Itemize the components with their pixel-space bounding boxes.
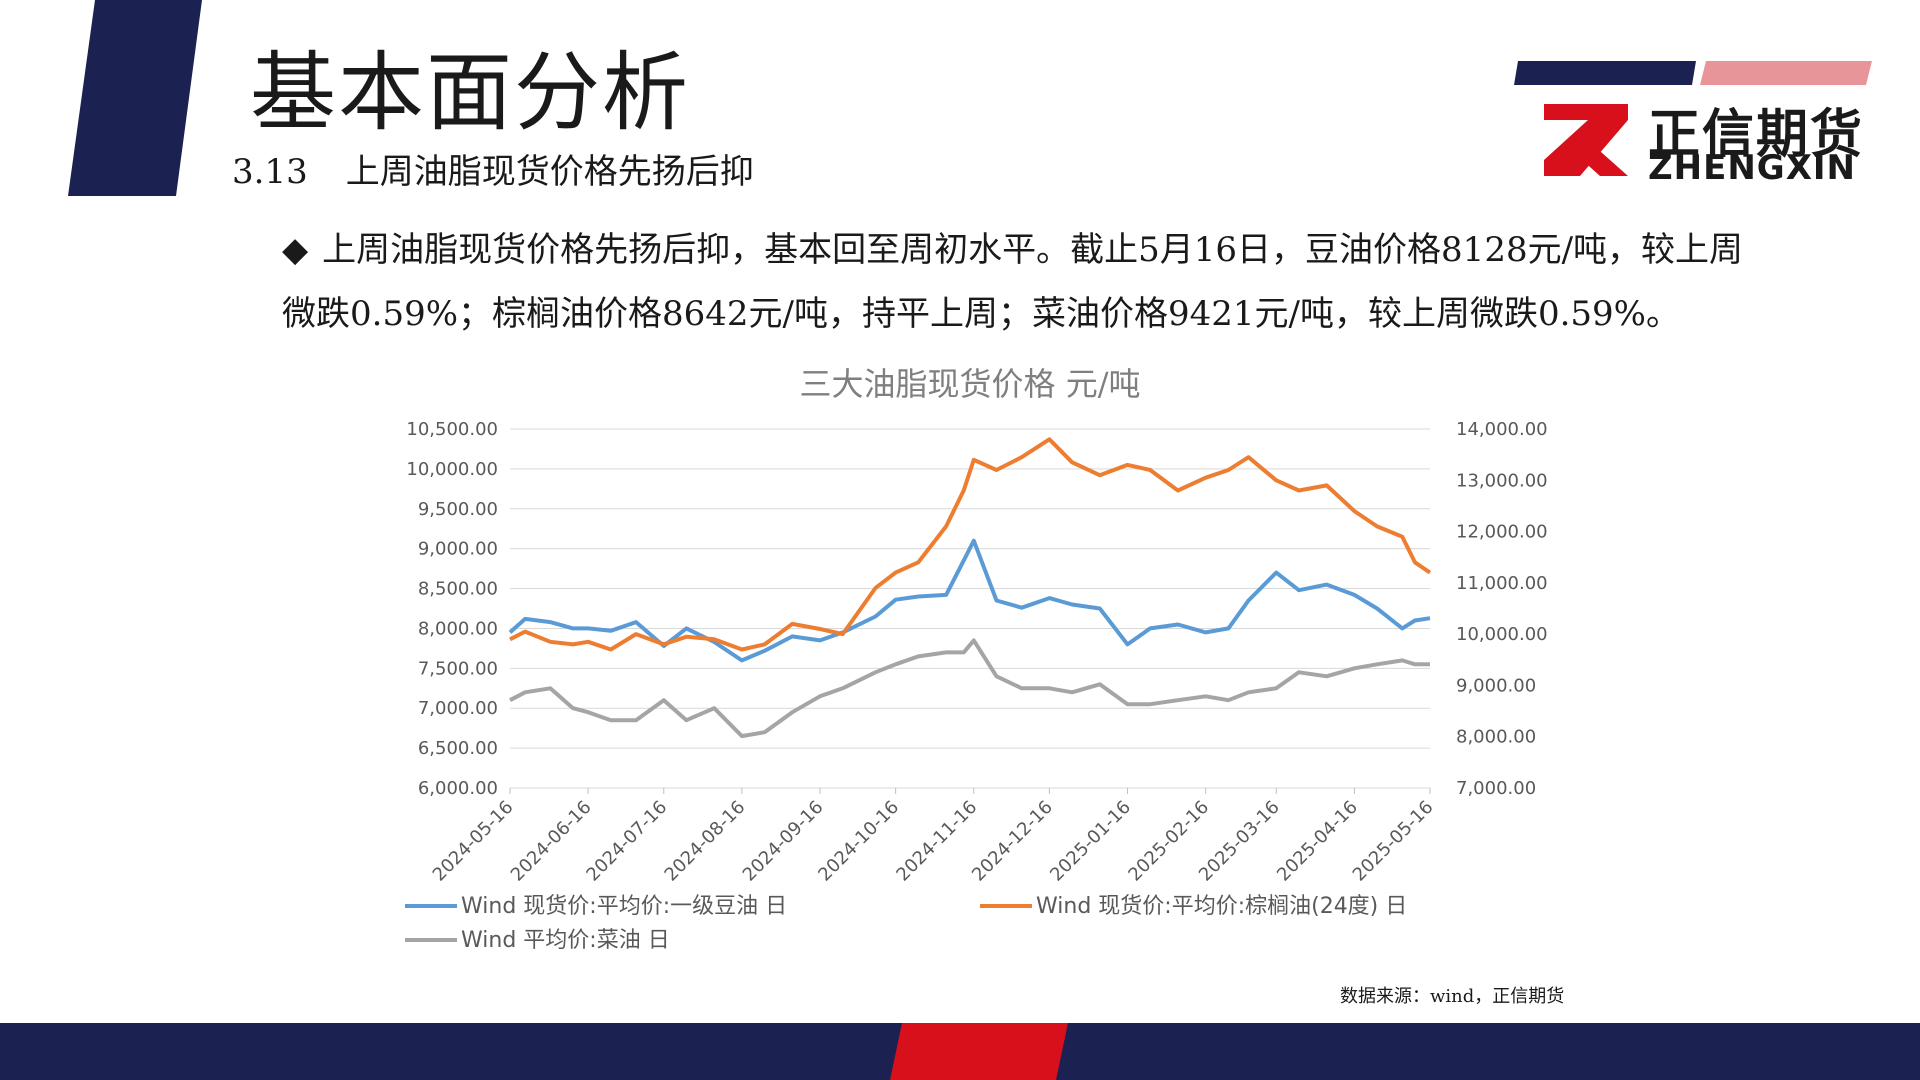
bullet-icon: ◆ <box>282 230 309 270</box>
legend-label-1: Wind 现货价:平均价:棕榈油(24度) 日 <box>1036 894 1407 919</box>
chart-title: 三大油脂现货价格 元/吨 <box>800 365 1141 403</box>
right-axis-tick-label: 12,000.00 <box>1456 522 1548 543</box>
x-axis-tick-label: 2024-12-16 <box>968 797 1057 886</box>
right-axis-tick-label: 8,000.00 <box>1456 727 1536 748</box>
oil-price-chart: 三大油脂现货价格 元/吨 6,000.00 6,500.00 7,000.00 7,50… <box>405 365 1548 953</box>
x-axis-tick-label: 2024-07-16 <box>582 797 671 886</box>
x-axis-tick-label: 2025-01-16 <box>1046 797 1135 886</box>
left-axis-tick-label: 6,500.00 <box>418 738 498 759</box>
left-axis-tick-label: 10,500.00 <box>406 419 498 440</box>
right-axis-tick-label: 7,000.00 <box>1456 778 1536 799</box>
right-axis-tick-label: 10,000.00 <box>1456 624 1548 645</box>
left-axis-tick-label: 8,000.00 <box>418 618 498 639</box>
right-axis-tick-label: 11,000.00 <box>1456 573 1548 594</box>
series-line-0 <box>508 538 1431 663</box>
left-axis-tick-label: 9,000.00 <box>418 539 498 560</box>
x-axis-tick-label: 2024-11-16 <box>892 797 981 886</box>
legend-label-0: Wind 现货价:平均价:一级豆油 日 <box>461 894 787 919</box>
left-axis-tick-label: 9,500.00 <box>418 499 498 520</box>
x-axis-tick-label: 2025-04-16 <box>1273 797 1362 886</box>
source-note: 数据来源：wind，正信期货 <box>1340 986 1565 1007</box>
series-line-2 <box>509 638 1430 739</box>
x-axis-tick-label: 2024-05-16 <box>429 797 518 886</box>
left-axis-tick-label: 6,000.00 <box>418 778 498 799</box>
left-axis-tick-label: 7,500.00 <box>418 658 498 679</box>
footer-red-accent <box>890 1023 1068 1080</box>
x-axis-tick-label: 2024-08-16 <box>661 797 750 886</box>
section-heading: 3.13 上周油脂现货价格先扬后抑 <box>232 144 754 193</box>
x-axis-tick-label: 2024-10-16 <box>814 797 903 886</box>
logo-name-en: ZHENGXIN <box>1648 148 1857 188</box>
legend-label-2: Wind 平均价:菜油 日 <box>461 928 670 953</box>
right-axis-tick-label: 13,000.00 <box>1456 470 1548 491</box>
navy-parallelogram-decoration <box>68 0 202 196</box>
section-number: 3.13 <box>232 152 308 192</box>
left-axis-tick-label: 8,500.00 <box>418 579 498 600</box>
logo-name-cn: 正信期货 <box>1648 105 1865 165</box>
summary-paragraph: ◆ 上周油脂现货价格先扬后抑，基本回至周初水平。截止5月16日，豆油价格8128元… <box>282 218 1752 346</box>
left-axis-tick-label: 10,000.00 <box>406 459 498 480</box>
x-axis-tick-label: 2025-05-16 <box>1349 797 1438 886</box>
right-axis-tick-label: 9,000.00 <box>1456 675 1536 696</box>
zhengxin-logo-icon <box>1544 104 1628 176</box>
right-axis-tick-label: 14,000.00 <box>1456 419 1548 440</box>
series-line-1 <box>509 437 1432 652</box>
x-axis-tick-label: 2024-09-16 <box>739 797 828 886</box>
summary-text: 上周油脂现货价格先扬后抑，基本回至周初水平。截止5月16日，豆油价格8128元/… <box>282 230 1744 334</box>
logo-bars-decoration <box>1514 61 1872 85</box>
x-axis-tick-label: 2024-06-16 <box>507 797 596 886</box>
page-title: 基本面分析 <box>250 43 690 143</box>
left-axis-tick-label: 7,000.00 <box>418 698 498 719</box>
section-title: 上周油脂现货价格先扬后抑 <box>345 152 754 192</box>
